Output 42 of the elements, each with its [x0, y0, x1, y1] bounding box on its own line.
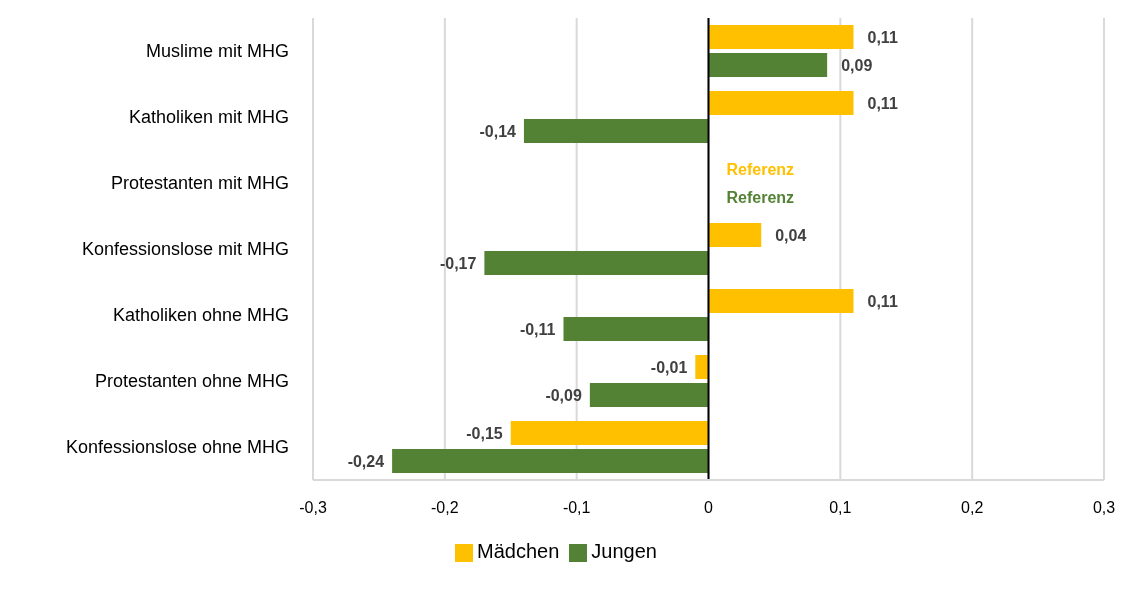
x-tick-label: 0,2: [961, 499, 984, 517]
bar: [392, 449, 709, 473]
text: Referenz: [726, 189, 795, 206]
y-tick-label: Protestanten ohne MHG: [94, 371, 289, 392]
legend-label: Mädchen: [477, 540, 560, 562]
data-label: -0,14: [479, 123, 517, 140]
data-label: 0,11: [867, 293, 898, 310]
x-tick-label: 0,3: [1092, 499, 1116, 517]
y-tick-label: Muslime mit MHG: [146, 41, 289, 62]
bar: [484, 251, 709, 275]
y-tick-label: Katholiken mit MHG: [128, 107, 289, 128]
data-label: -0,15: [466, 425, 503, 442]
bar: [708, 53, 828, 77]
data-label: 0,11: [867, 95, 898, 112]
data-label: -0,24: [347, 453, 385, 470]
data-label: 0,09: [841, 57, 873, 74]
data-label: -0,09: [545, 387, 582, 404]
bar: [708, 91, 854, 115]
x-tick-label: 0,1: [829, 499, 852, 517]
x-tick-label: -0,2: [431, 499, 459, 517]
y-tick-label: Protestanten mit MHG: [110, 173, 289, 194]
data-label: -0,17: [439, 255, 477, 272]
bar: [563, 317, 709, 341]
text: Referenz: [726, 161, 795, 178]
x-tick-label: -0,1: [562, 499, 591, 517]
x-tick-label: 0: [704, 499, 714, 517]
bar: [695, 355, 709, 379]
data-label: 0,11: [867, 29, 898, 46]
data-label: -0,11: [519, 321, 556, 338]
y-tick-label: Katholiken ohne MHG: [112, 305, 289, 326]
bar: [708, 25, 854, 49]
data-label: -0,01: [650, 359, 688, 376]
bar: [708, 289, 854, 313]
y-tick-label: Konfessionslose ohne MHG: [65, 437, 289, 458]
legend-label: Jungen: [591, 540, 657, 562]
bar: [510, 421, 709, 445]
bar: [708, 223, 762, 247]
x-tick-label: -0,3: [299, 499, 327, 517]
y-tick-label: Konfessionslose mit MHG: [81, 239, 289, 260]
data-label: 0,04: [775, 227, 807, 244]
bar: [589, 383, 709, 407]
bar: [523, 119, 709, 143]
